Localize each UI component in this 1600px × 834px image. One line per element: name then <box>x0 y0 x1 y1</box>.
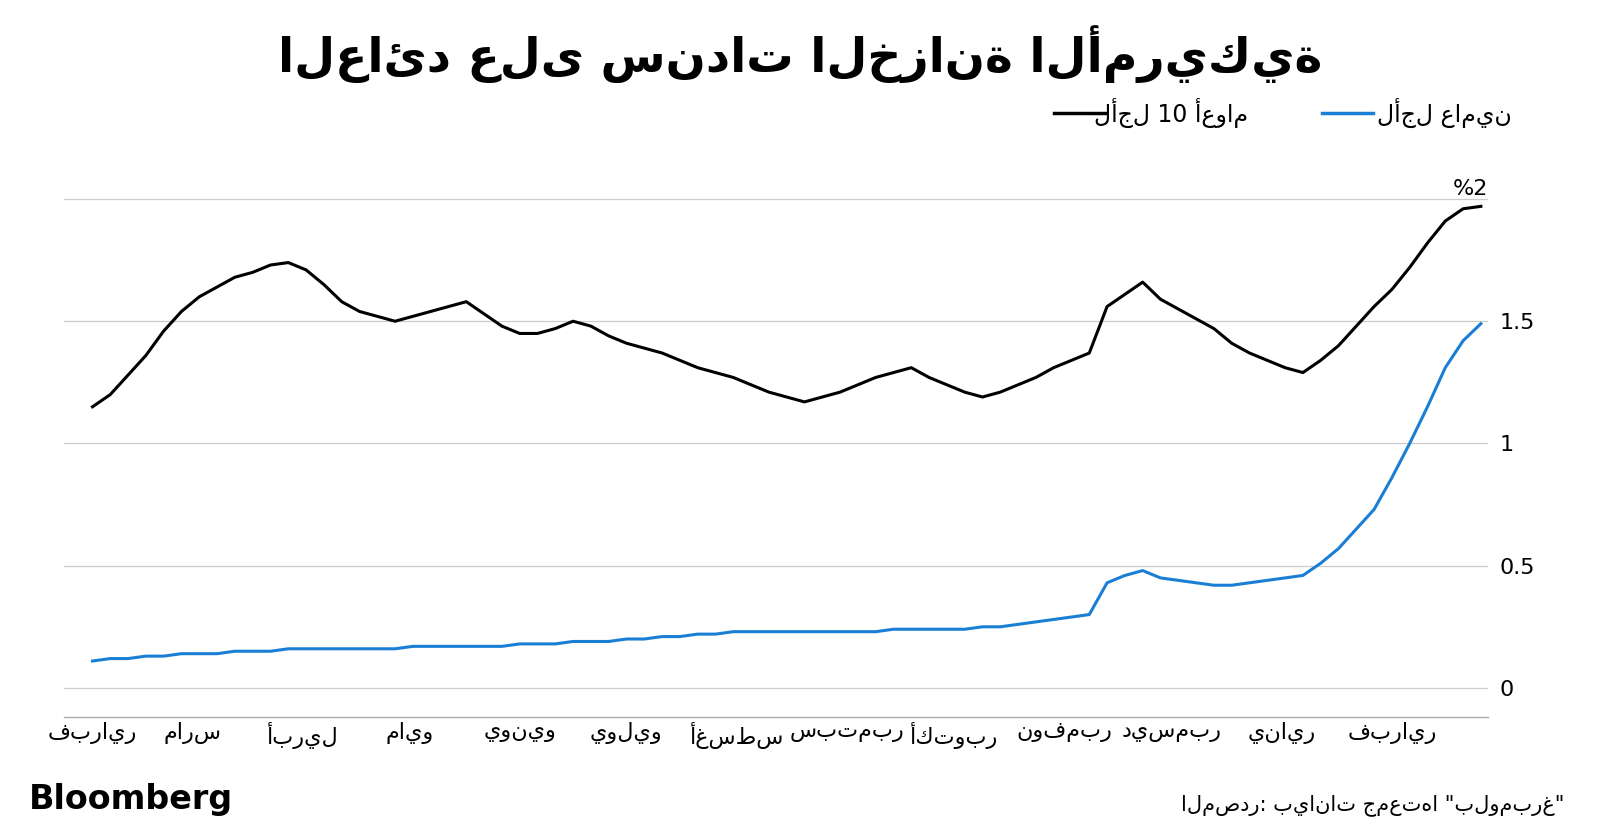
Text: Bloomberg: Bloomberg <box>29 782 234 816</box>
Text: العائد على سندات الخزانة الأمريكية: العائد على سندات الخزانة الأمريكية <box>278 25 1322 83</box>
Text: %2: %2 <box>1453 179 1488 199</box>
Text: لأجل 10 أعوام: لأجل 10 أعوام <box>1094 98 1248 128</box>
Text: لأجل عامين: لأجل عامين <box>1378 98 1512 128</box>
Text: المصدر: بيانات جمعتها "بلومبرغ": المصدر: بيانات جمعتها "بلومبرغ" <box>1181 794 1565 816</box>
